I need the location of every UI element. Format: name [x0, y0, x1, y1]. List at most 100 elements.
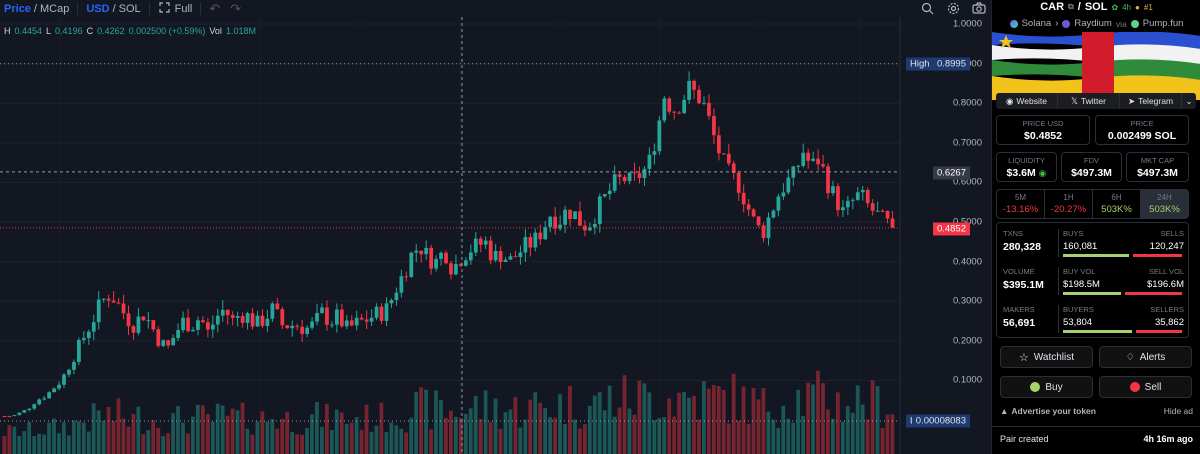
- chevron-right-icon: ›: [1055, 18, 1059, 29]
- volume-bar: [339, 412, 344, 454]
- candle-body: [86, 331, 91, 338]
- candle-body: [359, 317, 364, 320]
- volume-bar: [320, 426, 324, 454]
- price-chart[interactable]: Price / MCap USD / SOL Full ↶ ↷: [0, 0, 990, 454]
- volume-bar: [577, 428, 582, 454]
- low-value: 0.00008083: [911, 414, 970, 428]
- chain-name[interactable]: Solana: [1021, 18, 1052, 29]
- redo-icon[interactable]: ↷: [230, 0, 242, 16]
- volume-bar: [86, 431, 91, 454]
- candle-body: [146, 320, 151, 322]
- alerts-button[interactable]: ♢ Alerts: [1099, 346, 1192, 368]
- more-links-button[interactable]: ⌄: [1182, 93, 1196, 109]
- candle-body: [831, 186, 835, 194]
- watchlist-button[interactable]: ☆ Watchlist: [1000, 346, 1093, 368]
- volume-bar: [12, 426, 17, 454]
- search-zoom-icon[interactable]: [920, 2, 934, 16]
- candle-body: [12, 415, 17, 417]
- twitter-link[interactable]: 𝕏 Twitter: [1058, 93, 1120, 109]
- volume-bar: [885, 414, 890, 454]
- candle-body: [429, 247, 434, 269]
- fullscreen-icon: [158, 1, 172, 16]
- toggle-separator: /: [112, 2, 116, 15]
- dex-name[interactable]: Raydium: [1074, 18, 1112, 29]
- candle-body: [310, 321, 314, 328]
- volume-bar: [533, 392, 538, 454]
- chart-canvas[interactable]: [0, 0, 990, 454]
- volume-bar: [349, 422, 354, 454]
- candle-body: [339, 309, 344, 327]
- candle-body: [434, 258, 438, 269]
- volume-bar: [156, 427, 161, 454]
- usd-toggle[interactable]: USD: [86, 2, 110, 15]
- volume-bar: [171, 413, 175, 454]
- tab-6h[interactable]: 6H 503K%: [1093, 190, 1141, 218]
- crosshair-price: 0.6267: [932, 166, 970, 180]
- mcap-toggle[interactable]: MCap: [39, 2, 70, 15]
- lock-icon[interactable]: ◉: [1038, 168, 1047, 178]
- fullscreen-button[interactable]: Full: [150, 1, 202, 16]
- candle-body: [349, 320, 354, 326]
- volume-bar: [176, 406, 180, 454]
- candle-body: [62, 374, 66, 385]
- candle-body: [845, 200, 850, 208]
- volume-bar: [870, 380, 875, 454]
- sell-button[interactable]: Sell: [1099, 376, 1192, 398]
- launchpad-name[interactable]: Pump.fun: [1142, 18, 1184, 29]
- volume-bar: [76, 421, 81, 454]
- sellvol-label: SELL VOL: [1148, 267, 1184, 276]
- candle-body: [384, 303, 389, 321]
- volume-bar: [146, 430, 151, 454]
- candle-body: [826, 166, 830, 194]
- volume-bar: [582, 424, 587, 454]
- hide-ad-link[interactable]: Hide ad: [1163, 406, 1193, 416]
- candle-body: [870, 203, 875, 211]
- candle-body: [77, 339, 81, 363]
- settings-gear-icon[interactable]: [946, 2, 960, 16]
- website-link[interactable]: ◉ Website: [996, 93, 1058, 109]
- buy-button[interactable]: Buy: [1000, 376, 1093, 398]
- volume-bar: [245, 428, 250, 454]
- liquidity-label: LIQUIDITY: [1008, 156, 1045, 165]
- price-toggle[interactable]: Price: [4, 2, 31, 15]
- sol-toggle[interactable]: SOL: [118, 2, 141, 15]
- tab-5m[interactable]: 5M -13.16%: [997, 190, 1045, 218]
- candle-body: [533, 232, 538, 248]
- volume-bar: [305, 427, 309, 454]
- candle-body: [563, 209, 567, 225]
- candle-body: [265, 318, 270, 326]
- volume-bar: [434, 390, 438, 454]
- volume-bar: [498, 428, 503, 454]
- candle-body: [404, 276, 409, 278]
- candle-body: [72, 362, 76, 370]
- volume-bar: [488, 421, 493, 454]
- megaphone-icon: ▲: [1000, 406, 1009, 416]
- telegram-link[interactable]: ➤ Telegram: [1120, 93, 1182, 109]
- price-native-card: PRICE 0.002499 SOL: [1095, 115, 1189, 145]
- candle-body: [468, 252, 473, 261]
- volume-bar: [166, 433, 170, 454]
- tab-1h[interactable]: 1H -20.27%: [1045, 190, 1093, 218]
- volume-bar: [692, 396, 696, 454]
- volume-bar: [389, 422, 394, 454]
- volume-bar: [57, 433, 61, 454]
- volume-bar: [151, 420, 156, 454]
- candle-body: [578, 211, 582, 226]
- camera-icon[interactable]: [972, 1, 986, 16]
- currency-toggle[interactable]: USD / SOL: [78, 2, 150, 15]
- advertise-link[interactable]: ▲ Advertise your token: [1000, 406, 1096, 416]
- star-icon: ☆: [1018, 351, 1029, 364]
- price-mcap-toggle[interactable]: Price / MCap: [0, 2, 79, 15]
- volume-bar: [7, 425, 12, 454]
- copy-icon[interactable]: ⧉: [1068, 2, 1074, 11]
- tab-24h[interactable]: 24H 503K%: [1141, 190, 1188, 218]
- candle-body: [736, 172, 741, 193]
- candle-body: [409, 252, 414, 277]
- car-flag-banner: [992, 32, 1200, 100]
- volume-bar: [890, 414, 895, 454]
- candle-body: [597, 196, 602, 224]
- chevron-down-icon: ⌄: [1185, 95, 1193, 106]
- buyvol-value: $198.5M: [1063, 279, 1100, 290]
- undo-icon[interactable]: ↶: [209, 0, 221, 16]
- candle-body: [717, 135, 721, 154]
